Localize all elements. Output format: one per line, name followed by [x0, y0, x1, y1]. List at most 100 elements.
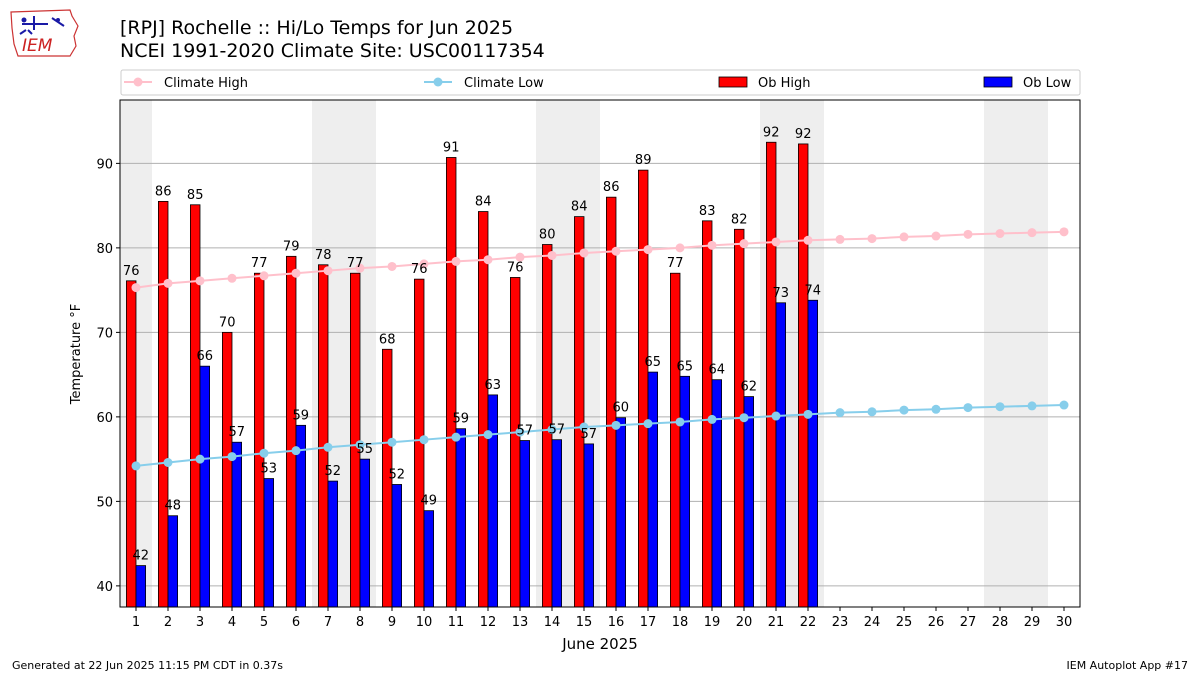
ob-low-label: 65	[677, 359, 694, 374]
ob-low-bar	[775, 302, 787, 608]
ob-high-label: 86	[155, 184, 172, 199]
x-tick-label: 8	[356, 615, 364, 630]
ob-high-bar	[638, 169, 649, 608]
x-tick-label: 17	[640, 615, 657, 630]
climate-low-point	[739, 413, 749, 423]
ob-low-label: 57	[581, 427, 598, 442]
ob-high-label: 91	[443, 140, 460, 155]
climate-low-point	[515, 427, 525, 437]
footer-app: IEM Autoplot App #17	[1066, 659, 1189, 672]
legend-climate-low-label: Climate Low	[464, 76, 544, 91]
x-tick-label: 2	[164, 615, 172, 630]
climate-high-point	[771, 237, 781, 247]
ob-low-bar	[135, 565, 147, 608]
climate-low-line	[135, 404, 1065, 467]
ob-low-label: 52	[389, 467, 406, 482]
legend-climate-high-label: Climate High	[164, 76, 248, 91]
climate-high-point	[707, 240, 717, 250]
x-tick-label: 16	[608, 615, 625, 630]
ob-low-bar	[455, 428, 467, 608]
x-tick-label: 25	[896, 615, 913, 630]
x-tick-label: 11	[448, 615, 465, 630]
logo-text: IEM	[22, 36, 53, 56]
plot-frame	[119, 99, 1081, 608]
climate-high-point	[1027, 228, 1037, 238]
ob-low-bar	[231, 441, 243, 608]
ob-low-label: 59	[293, 408, 310, 423]
ob-low-label: 57	[549, 423, 566, 438]
ob-high-bar	[253, 272, 265, 608]
x-tick-label: 1	[132, 615, 140, 630]
climate-low-point	[835, 408, 845, 418]
ob-low-label: 57	[517, 424, 534, 439]
climate-lines	[131, 227, 1069, 471]
gridlines	[120, 162, 1080, 587]
climate-high-point	[675, 243, 685, 253]
ob-low-label: 55	[357, 442, 374, 457]
legend-frame	[120, 69, 1081, 96]
climate-low-point	[323, 442, 333, 452]
ob-high-label: 76	[411, 262, 428, 277]
ob-low-bar	[391, 484, 403, 608]
ob-high-bar	[670, 272, 681, 608]
ob-low-label: 42	[133, 549, 150, 564]
y-tick-label: 40	[96, 580, 113, 595]
x-tick-label: 28	[992, 615, 1009, 630]
climate-high-point	[419, 259, 429, 269]
x-tick-label: 19	[704, 615, 721, 630]
x-tick-label: 12	[480, 615, 497, 630]
climate-high-point	[643, 245, 653, 255]
y-axis-label: Temperature °F	[69, 304, 84, 405]
climate-low-point	[931, 404, 941, 414]
x-tick-label: 23	[832, 615, 849, 630]
ob-low-bar	[423, 510, 435, 608]
ob-high-label: 77	[667, 256, 684, 271]
climate-high-point	[323, 266, 333, 276]
ob-low-bar	[679, 375, 691, 608]
climate-high-point	[195, 276, 205, 286]
iem-logo: IEM	[10, 9, 79, 57]
ob-high-bar	[798, 143, 809, 608]
climate-low-point	[355, 440, 365, 450]
climate-high-point	[963, 229, 973, 239]
ob-low-label: 63	[485, 378, 502, 393]
x-tick-label: 21	[768, 615, 785, 630]
ob-low-label: 53	[261, 462, 278, 477]
ob-high-bar	[221, 331, 233, 608]
ob-low-bar	[263, 478, 275, 608]
ob-high-label: 82	[731, 212, 748, 227]
ob-low-label: 52	[325, 464, 342, 479]
ob-high-label: 68	[379, 332, 396, 347]
x-tick-label: 9	[388, 615, 396, 630]
ob-low-label: 66	[197, 349, 214, 364]
climate-high-point	[995, 229, 1005, 239]
legend-ob-high-label: Ob High	[758, 76, 811, 91]
ob-low-bar	[199, 365, 211, 608]
legend-ob-low-swatch	[983, 76, 1013, 88]
x-tick-label: 24	[864, 615, 881, 630]
weekend-shade	[1016, 100, 1048, 607]
x-tick-label: 14	[544, 615, 561, 630]
ob-low-bar	[807, 299, 819, 608]
climate-low-point	[643, 419, 653, 429]
climate-low-point	[163, 458, 173, 468]
ob-low-bar	[583, 443, 595, 608]
bars	[126, 141, 819, 608]
ob-high-bar	[702, 220, 713, 608]
ob-high-label: 86	[603, 180, 620, 195]
ob-high-label: 83	[699, 204, 716, 219]
ob-high-bar	[285, 255, 297, 608]
y-tick-label: 80	[96, 242, 113, 257]
climate-high-point	[387, 261, 397, 271]
ob-low-bar	[615, 417, 627, 608]
chart-title-line2: NCEI 1991-2020 Climate Site: USC00117354	[120, 40, 545, 62]
climate-low-point	[707, 414, 717, 424]
x-tick-label: 18	[672, 615, 689, 630]
x-tick-label: 5	[260, 615, 268, 630]
ob-low-label: 65	[645, 355, 662, 370]
climate-high-point	[835, 234, 845, 244]
ob-high-bar	[509, 277, 521, 608]
ob-high-label: 70	[219, 315, 236, 330]
